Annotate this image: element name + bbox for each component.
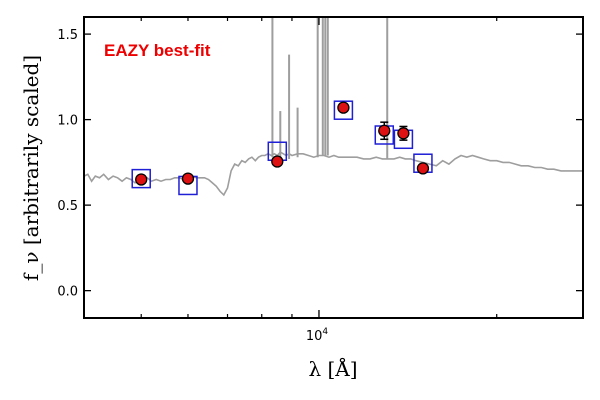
observed-point <box>181 172 195 185</box>
model-photometry-point <box>131 168 151 189</box>
sed-line <box>84 151 583 197</box>
observed-point <box>397 127 410 140</box>
observed-point <box>378 124 391 137</box>
y-axis-label-text: f_ν [arbitrarily scaled] <box>19 55 43 281</box>
observed-point <box>416 162 430 175</box>
y-tick-label: 1.5 <box>57 28 78 43</box>
y-tick-label: 0.5 <box>57 199 78 214</box>
y-tick-label: 1.0 <box>57 114 78 129</box>
plot-frame <box>83 16 584 319</box>
y-tick-label: 0.0 <box>57 285 78 300</box>
data-layer <box>84 17 583 197</box>
x-axis-label: λ [Å] <box>308 356 357 381</box>
x-tick-exponent: 4 <box>322 327 328 337</box>
annotation-label: EAZY best-fit <box>104 41 211 60</box>
observed-point <box>135 173 148 186</box>
x-tick-label: 104 <box>306 327 329 344</box>
observed-point <box>337 101 350 114</box>
model-photometry-point <box>333 100 354 120</box>
y-axis-label: f_ν [arbitrarily scaled] <box>19 55 43 281</box>
ticks-layer: 0.0 0.5 1.0 1.5 104 <box>57 17 583 344</box>
observed-point <box>271 155 284 168</box>
